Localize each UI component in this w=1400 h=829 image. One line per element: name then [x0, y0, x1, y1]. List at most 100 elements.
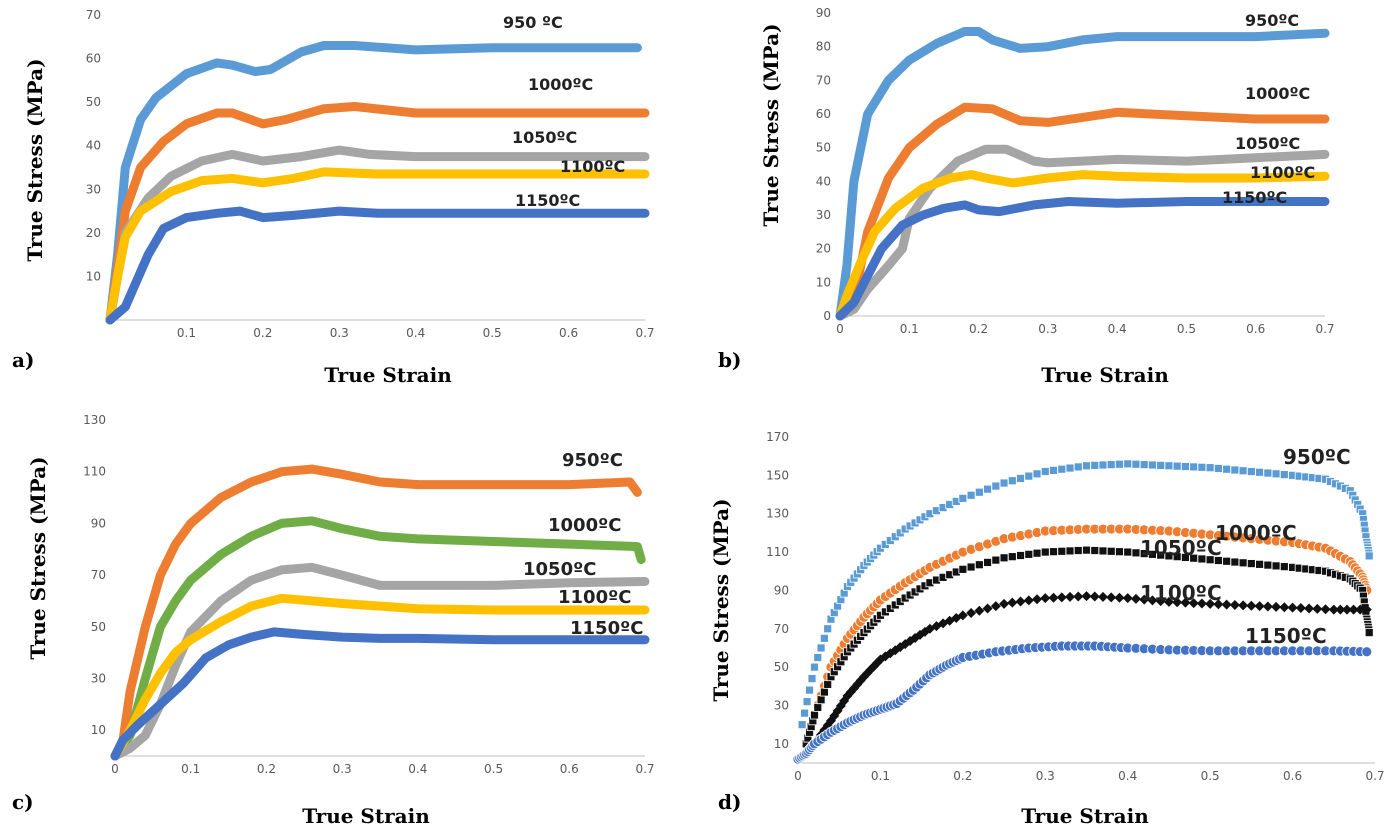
x-tick-label: 0.4	[406, 326, 425, 340]
data-point	[1082, 461, 1091, 471]
x-tick-label: 0.2	[253, 326, 272, 340]
data-point	[1295, 603, 1306, 614]
data-point	[1106, 460, 1116, 470]
data-point	[1181, 462, 1190, 471]
data-point	[1049, 547, 1058, 557]
y-tick-label: 110	[83, 465, 106, 479]
data-point	[1364, 628, 1374, 637]
data-point	[816, 695, 826, 705]
y-tick-label: 110	[766, 545, 789, 559]
data-point	[1348, 604, 1359, 615]
data-point	[1196, 598, 1207, 609]
y-axis-title: True Stress (MPa)	[709, 498, 733, 701]
data-point	[819, 633, 829, 643]
data-point	[1048, 592, 1059, 603]
x-axis-title: True Strain	[324, 363, 452, 387]
data-point	[1279, 562, 1289, 572]
data-point	[983, 484, 992, 494]
series-label: 1150ºC	[570, 618, 643, 639]
data-point	[1271, 601, 1282, 612]
data-point	[1073, 591, 1084, 602]
series-line	[110, 593, 650, 761]
series-line	[105, 102, 650, 325]
x-tick-label: 0.6	[560, 762, 579, 776]
data-point	[1320, 604, 1331, 615]
data-point	[1205, 463, 1215, 473]
y-tick-label: 70	[91, 568, 106, 582]
data-point	[813, 702, 823, 712]
data-point	[1065, 591, 1076, 602]
data-point	[1255, 467, 1264, 477]
data-point	[1163, 596, 1174, 607]
data-point	[1262, 601, 1273, 612]
x-tick-label: 0.1	[900, 322, 919, 336]
series-label: 1000ºC	[1245, 84, 1310, 103]
y-tick-label: 10	[91, 723, 106, 737]
data-point	[999, 553, 1009, 563]
data-point	[1328, 604, 1339, 615]
data-point	[1148, 460, 1157, 470]
series-markers	[801, 545, 1374, 749]
y-tick-label: 50	[86, 95, 101, 109]
data-point	[1057, 546, 1067, 556]
data-point	[1090, 460, 1100, 470]
data-point	[1049, 465, 1058, 475]
y-tick-label: 90	[774, 583, 789, 597]
x-tick-label: 0.5	[1177, 322, 1196, 336]
data-point	[1229, 599, 1240, 610]
series-label: 1100ºC	[558, 587, 631, 608]
data-point	[1098, 546, 1108, 556]
x-tick-label: 0.6	[1283, 769, 1302, 783]
data-point	[1238, 600, 1249, 611]
x-tick-label: 0.3	[1038, 322, 1057, 336]
x-tick-label: 0.7	[1365, 769, 1384, 783]
x-tick-label: 0.3	[1036, 769, 1055, 783]
data-point	[983, 558, 992, 567]
data-point	[1172, 597, 1183, 608]
data-point	[1213, 464, 1223, 473]
series-label: 1050ºC	[1235, 134, 1300, 153]
series-label: 1050ºC	[1140, 536, 1222, 560]
data-point	[982, 603, 993, 614]
x-tick-label: 0.7	[635, 762, 654, 776]
data-point	[1056, 592, 1067, 603]
data-point	[797, 720, 807, 730]
data-point	[1172, 461, 1182, 471]
data-point	[800, 708, 809, 718]
data-point	[1024, 471, 1034, 481]
y-tick-label: 40	[816, 174, 831, 188]
data-point	[1024, 549, 1034, 559]
data-point	[1246, 559, 1256, 568]
data-point	[1082, 545, 1091, 555]
y-tick-label: 10	[816, 275, 831, 289]
data-point	[1312, 603, 1323, 614]
data-point	[1304, 603, 1315, 614]
series-label: 1150ºC	[515, 191, 580, 210]
y-tick-label: 30	[816, 208, 831, 222]
data-point	[1115, 459, 1124, 469]
y-tick-label: 90	[91, 516, 106, 530]
data-point	[974, 560, 984, 570]
data-point	[990, 601, 1001, 612]
data-point	[1155, 596, 1166, 607]
series-markers	[792, 640, 1373, 765]
series-line	[110, 516, 646, 761]
series-line	[105, 206, 650, 325]
data-point	[1131, 548, 1141, 558]
series-line	[110, 627, 650, 761]
data-point	[1007, 476, 1017, 486]
data-point	[1246, 600, 1257, 611]
data-point	[974, 605, 985, 616]
y-tick-label: 130	[83, 413, 106, 427]
data-point	[1213, 599, 1224, 610]
data-point	[1007, 552, 1017, 562]
data-point	[1040, 593, 1051, 604]
x-tick-label: 0.5	[484, 762, 503, 776]
panel-letter: c)	[12, 790, 34, 814]
y-tick-label: 130	[766, 507, 789, 521]
data-point	[1188, 598, 1199, 609]
data-point	[1040, 467, 1050, 476]
data-point	[999, 478, 1009, 488]
data-point	[816, 643, 826, 653]
x-tick-label: 0	[794, 769, 802, 783]
